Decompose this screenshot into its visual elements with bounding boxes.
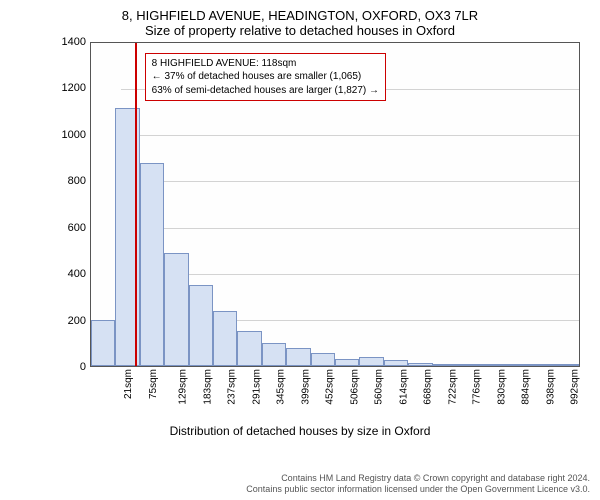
histogram-bar xyxy=(433,364,457,366)
footer-line-2: Contains public sector information licen… xyxy=(246,484,590,496)
annotation-line: 63% of semi-detached houses are larger (… xyxy=(152,84,379,98)
annotation-line: 8 HIGHFIELD AVENUE: 118sqm xyxy=(152,57,379,71)
histogram-bar xyxy=(189,285,213,366)
histogram-bar xyxy=(555,364,579,366)
grid-line xyxy=(121,135,579,136)
x-tick: 452sqm xyxy=(325,369,336,405)
x-tick: 237sqm xyxy=(227,369,238,405)
annotation-box: 8 HIGHFIELD AVENUE: 118sqm← 37% of detac… xyxy=(145,53,386,102)
chart-container: 8, HIGHFIELD AVENUE, HEADINGTON, OXFORD,… xyxy=(0,0,600,500)
y-axis: 0200400600800100012001400 xyxy=(60,42,90,367)
x-tick: 830sqm xyxy=(496,369,507,405)
x-tick: 183sqm xyxy=(202,369,213,405)
histogram-bar xyxy=(213,311,237,366)
footer-attribution: Contains HM Land Registry data © Crown c… xyxy=(246,473,590,496)
property-marker-line xyxy=(135,43,137,366)
histogram-bar xyxy=(286,348,310,366)
y-tick: 1200 xyxy=(62,82,86,94)
x-tick: 668sqm xyxy=(423,369,434,405)
x-tick: 21sqm xyxy=(123,369,134,399)
histogram-bar xyxy=(164,253,188,366)
plot-area: 8 HIGHFIELD AVENUE: 118sqm← 37% of detac… xyxy=(90,42,580,367)
x-tick: 129sqm xyxy=(178,369,189,405)
x-tick: 776sqm xyxy=(472,369,483,405)
y-tick: 1400 xyxy=(62,36,86,48)
y-tick: 1000 xyxy=(62,129,86,141)
plot-wrapper: Number of detached properties 0200400600… xyxy=(60,42,580,422)
histogram-bar xyxy=(481,364,505,366)
chart-title-sub: Size of property relative to detached ho… xyxy=(10,23,590,38)
y-tick: 0 xyxy=(80,361,86,373)
histogram-bar xyxy=(311,353,335,366)
x-tick: 560sqm xyxy=(374,369,385,405)
y-tick: 600 xyxy=(68,222,86,234)
histogram-bar xyxy=(140,163,164,366)
histogram-bar xyxy=(335,359,359,366)
grid-line xyxy=(121,181,579,182)
histogram-bar xyxy=(384,360,408,366)
y-tick: 400 xyxy=(68,268,86,280)
histogram-bar xyxy=(237,331,261,366)
x-tick: 291sqm xyxy=(251,369,262,405)
histogram-bar xyxy=(457,364,481,366)
y-tick: 800 xyxy=(68,175,86,187)
chart-title-main: 8, HIGHFIELD AVENUE, HEADINGTON, OXFORD,… xyxy=(10,8,590,23)
x-tick: 722sqm xyxy=(447,369,458,405)
histogram-bar xyxy=(408,363,432,366)
histogram-bar xyxy=(506,364,530,366)
histogram-bar xyxy=(359,357,383,366)
x-tick: 399sqm xyxy=(300,369,311,405)
x-tick: 614sqm xyxy=(398,369,409,405)
footer-line-1: Contains HM Land Registry data © Crown c… xyxy=(246,473,590,485)
x-tick: 506sqm xyxy=(349,369,360,405)
grid-line xyxy=(121,228,579,229)
histogram-bar xyxy=(262,343,286,366)
annotation-line: ← 37% of detached houses are smaller (1,… xyxy=(152,70,379,84)
x-axis: 21sqm 75sqm 129sqm 183sqm 237sqm 291sqm 345sqm… xyxy=(90,367,580,422)
histogram-bar xyxy=(91,320,115,366)
x-tick: 938sqm xyxy=(545,369,556,405)
grid-line xyxy=(121,274,579,275)
x-axis-label: Distribution of detached houses by size … xyxy=(10,424,590,438)
x-tick: 992sqm xyxy=(570,369,581,405)
x-tick: 884sqm xyxy=(521,369,532,405)
y-tick: 200 xyxy=(68,315,86,327)
x-tick: 75sqm xyxy=(148,369,159,399)
histogram-bar xyxy=(530,364,554,366)
x-tick: 345sqm xyxy=(276,369,287,405)
